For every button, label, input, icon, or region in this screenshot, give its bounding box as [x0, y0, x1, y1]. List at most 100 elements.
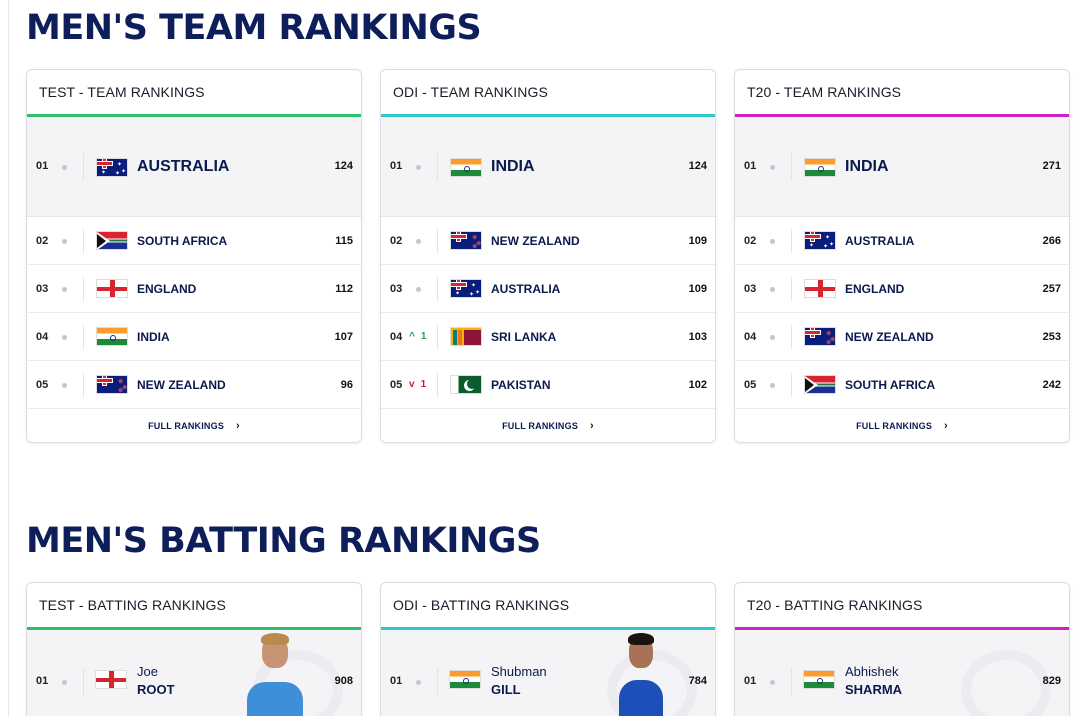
- full-rankings-label: FULL RANKINGS: [856, 421, 933, 431]
- player-first-name: Shubman: [491, 664, 547, 679]
- team-rankings-title: MEN'S TEAM RANKINGS: [26, 8, 482, 48]
- card-accent-bar: [381, 114, 715, 117]
- team-rating: 242: [1042, 379, 1061, 391]
- divider: [437, 373, 438, 397]
- ranking-row[interactable]: 02 SOUTH AFRICA 115: [27, 217, 361, 265]
- australia-flag-icon: ✦ ✦ ✦ ✦: [804, 231, 836, 250]
- no-change-icon: [770, 680, 775, 685]
- new-zealand-flag-icon: ★ ★ ★: [804, 327, 836, 346]
- ranking-row-top[interactable]: 01 Shubman GILL 784: [381, 630, 715, 716]
- rank-position: 05: [744, 379, 757, 391]
- new-zealand-flag-icon: ★ ★ ★: [96, 375, 128, 394]
- rank-position: 03: [390, 283, 403, 295]
- team-name: SOUTH AFRICA: [137, 234, 228, 248]
- player-rating: 908: [334, 675, 353, 687]
- rank-position: 01: [744, 675, 757, 687]
- team-rating: 103: [688, 331, 707, 343]
- no-change-icon: [416, 239, 421, 244]
- ranking-row[interactable]: 02 ✦ ✦ ✦ ✦ AUSTRALIA 266: [735, 217, 1069, 265]
- card-accent-bar: [381, 627, 715, 630]
- ranking-row[interactable]: 03 ENGLAND 257: [735, 265, 1069, 313]
- ranking-row[interactable]: 04 ^ 1 SRI LANKA 103: [381, 313, 715, 361]
- rank-change-value: 1: [420, 379, 427, 390]
- ranking-row[interactable]: 04 ★ ★ ★ NEW ZEALAND 253: [735, 313, 1069, 361]
- ranking-row[interactable]: 05 SOUTH AFRICA 242: [735, 361, 1069, 409]
- card-footer: FULL RANKINGS ›: [27, 409, 361, 442]
- india-flag-icon: [96, 327, 128, 346]
- team-name: PAKISTAN: [491, 378, 551, 392]
- rank-position: 02: [744, 235, 757, 247]
- card-accent-bar: [27, 627, 361, 630]
- card-footer: FULL RANKINGS ›: [381, 409, 715, 442]
- card-header: T20 - TEAM RANKINGS: [747, 84, 902, 100]
- card-header: T20 - BATTING RANKINGS: [747, 597, 923, 613]
- no-change-icon: [770, 335, 775, 340]
- ranking-row[interactable]: 03 ✦ ✦ ✦ ✦ AUSTRALIA 109: [381, 265, 715, 313]
- south-africa-flag-icon: [804, 375, 836, 394]
- player-photo: [615, 630, 667, 716]
- full-rankings-link[interactable]: FULL RANKINGS ›: [381, 420, 715, 432]
- divider: [791, 277, 792, 301]
- divider: [437, 229, 438, 253]
- test-batting-rankings-card: TEST - BATTING RANKINGS 01 Joe ROOT 908: [26, 582, 362, 716]
- rank-position: 04: [390, 331, 403, 343]
- rank-position: 05: [36, 379, 49, 391]
- no-change-icon: [62, 287, 67, 292]
- batting-rankings-title: MEN'S BATTING RANKINGS: [26, 521, 541, 561]
- india-flag-icon: [803, 670, 835, 689]
- player-first-name: Abhishek: [845, 664, 899, 679]
- rank-position: 01: [390, 675, 403, 687]
- team-name: ENGLAND: [845, 282, 905, 296]
- chevron-right-icon: ›: [590, 420, 594, 432]
- no-change-icon: [416, 287, 421, 292]
- team-name: INDIA: [845, 158, 889, 175]
- ranking-row-top[interactable]: 01 ✦ ✦ ✦ ✦ AUSTRALIA 124: [27, 117, 361, 217]
- england-flag-icon: [804, 279, 836, 298]
- team-rating: 109: [688, 283, 707, 295]
- team-rating: 115: [335, 235, 353, 247]
- team-name: AUSTRALIA: [845, 234, 915, 248]
- divider: [791, 325, 792, 349]
- full-rankings-link[interactable]: FULL RANKINGS ›: [27, 420, 361, 432]
- sri-lanka-flag-icon: [450, 327, 482, 346]
- ranking-row-top[interactable]: 01 Abhishek SHARMA 829: [735, 630, 1069, 716]
- no-change-icon: [770, 383, 775, 388]
- team-rating: 107: [334, 331, 353, 343]
- rank-position: 03: [744, 283, 757, 295]
- rank-position: 04: [36, 331, 49, 343]
- ranking-row-top[interactable]: 01 INDIA 271: [735, 117, 1069, 217]
- card-accent-bar: [27, 114, 361, 117]
- team-name: NEW ZEALAND: [491, 234, 580, 248]
- page-left-rule: [8, 0, 9, 716]
- ranking-row-top[interactable]: 01 Joe ROOT 908: [27, 630, 361, 716]
- divider: [437, 153, 438, 181]
- divider: [83, 153, 84, 181]
- team-rating: 257: [1042, 283, 1061, 295]
- team-rating: 112: [335, 283, 353, 295]
- full-rankings-link[interactable]: FULL RANKINGS ›: [735, 420, 1069, 432]
- england-flag-icon: [96, 279, 128, 298]
- team-name: AUSTRALIA: [491, 282, 561, 296]
- no-change-icon: [416, 165, 421, 170]
- india-flag-icon: [450, 158, 482, 177]
- team-name: INDIA: [491, 158, 535, 175]
- divider: [791, 229, 792, 253]
- no-change-icon: [62, 680, 67, 685]
- divider: [83, 229, 84, 253]
- card-header: ODI - BATTING RANKINGS: [393, 597, 570, 613]
- ranking-row-top[interactable]: 01 INDIA 124: [381, 117, 715, 217]
- player-photo: [241, 630, 309, 716]
- ranking-row[interactable]: 05 ★ ★ ★ NEW ZEALAND 96: [27, 361, 361, 409]
- team-name: NEW ZEALAND: [845, 330, 934, 344]
- ranking-row[interactable]: 04 INDIA 107: [27, 313, 361, 361]
- rank-position: 01: [36, 160, 49, 172]
- no-change-icon: [770, 165, 775, 170]
- card-header: TEST - TEAM RANKINGS: [39, 84, 205, 100]
- ranking-row[interactable]: 02 ★ ★ ★ NEW ZEALAND 109: [381, 217, 715, 265]
- ranking-row[interactable]: 03 ENGLAND 112: [27, 265, 361, 313]
- divider: [791, 153, 792, 181]
- team-name: ENGLAND: [137, 282, 197, 296]
- india-flag-icon: [449, 670, 481, 689]
